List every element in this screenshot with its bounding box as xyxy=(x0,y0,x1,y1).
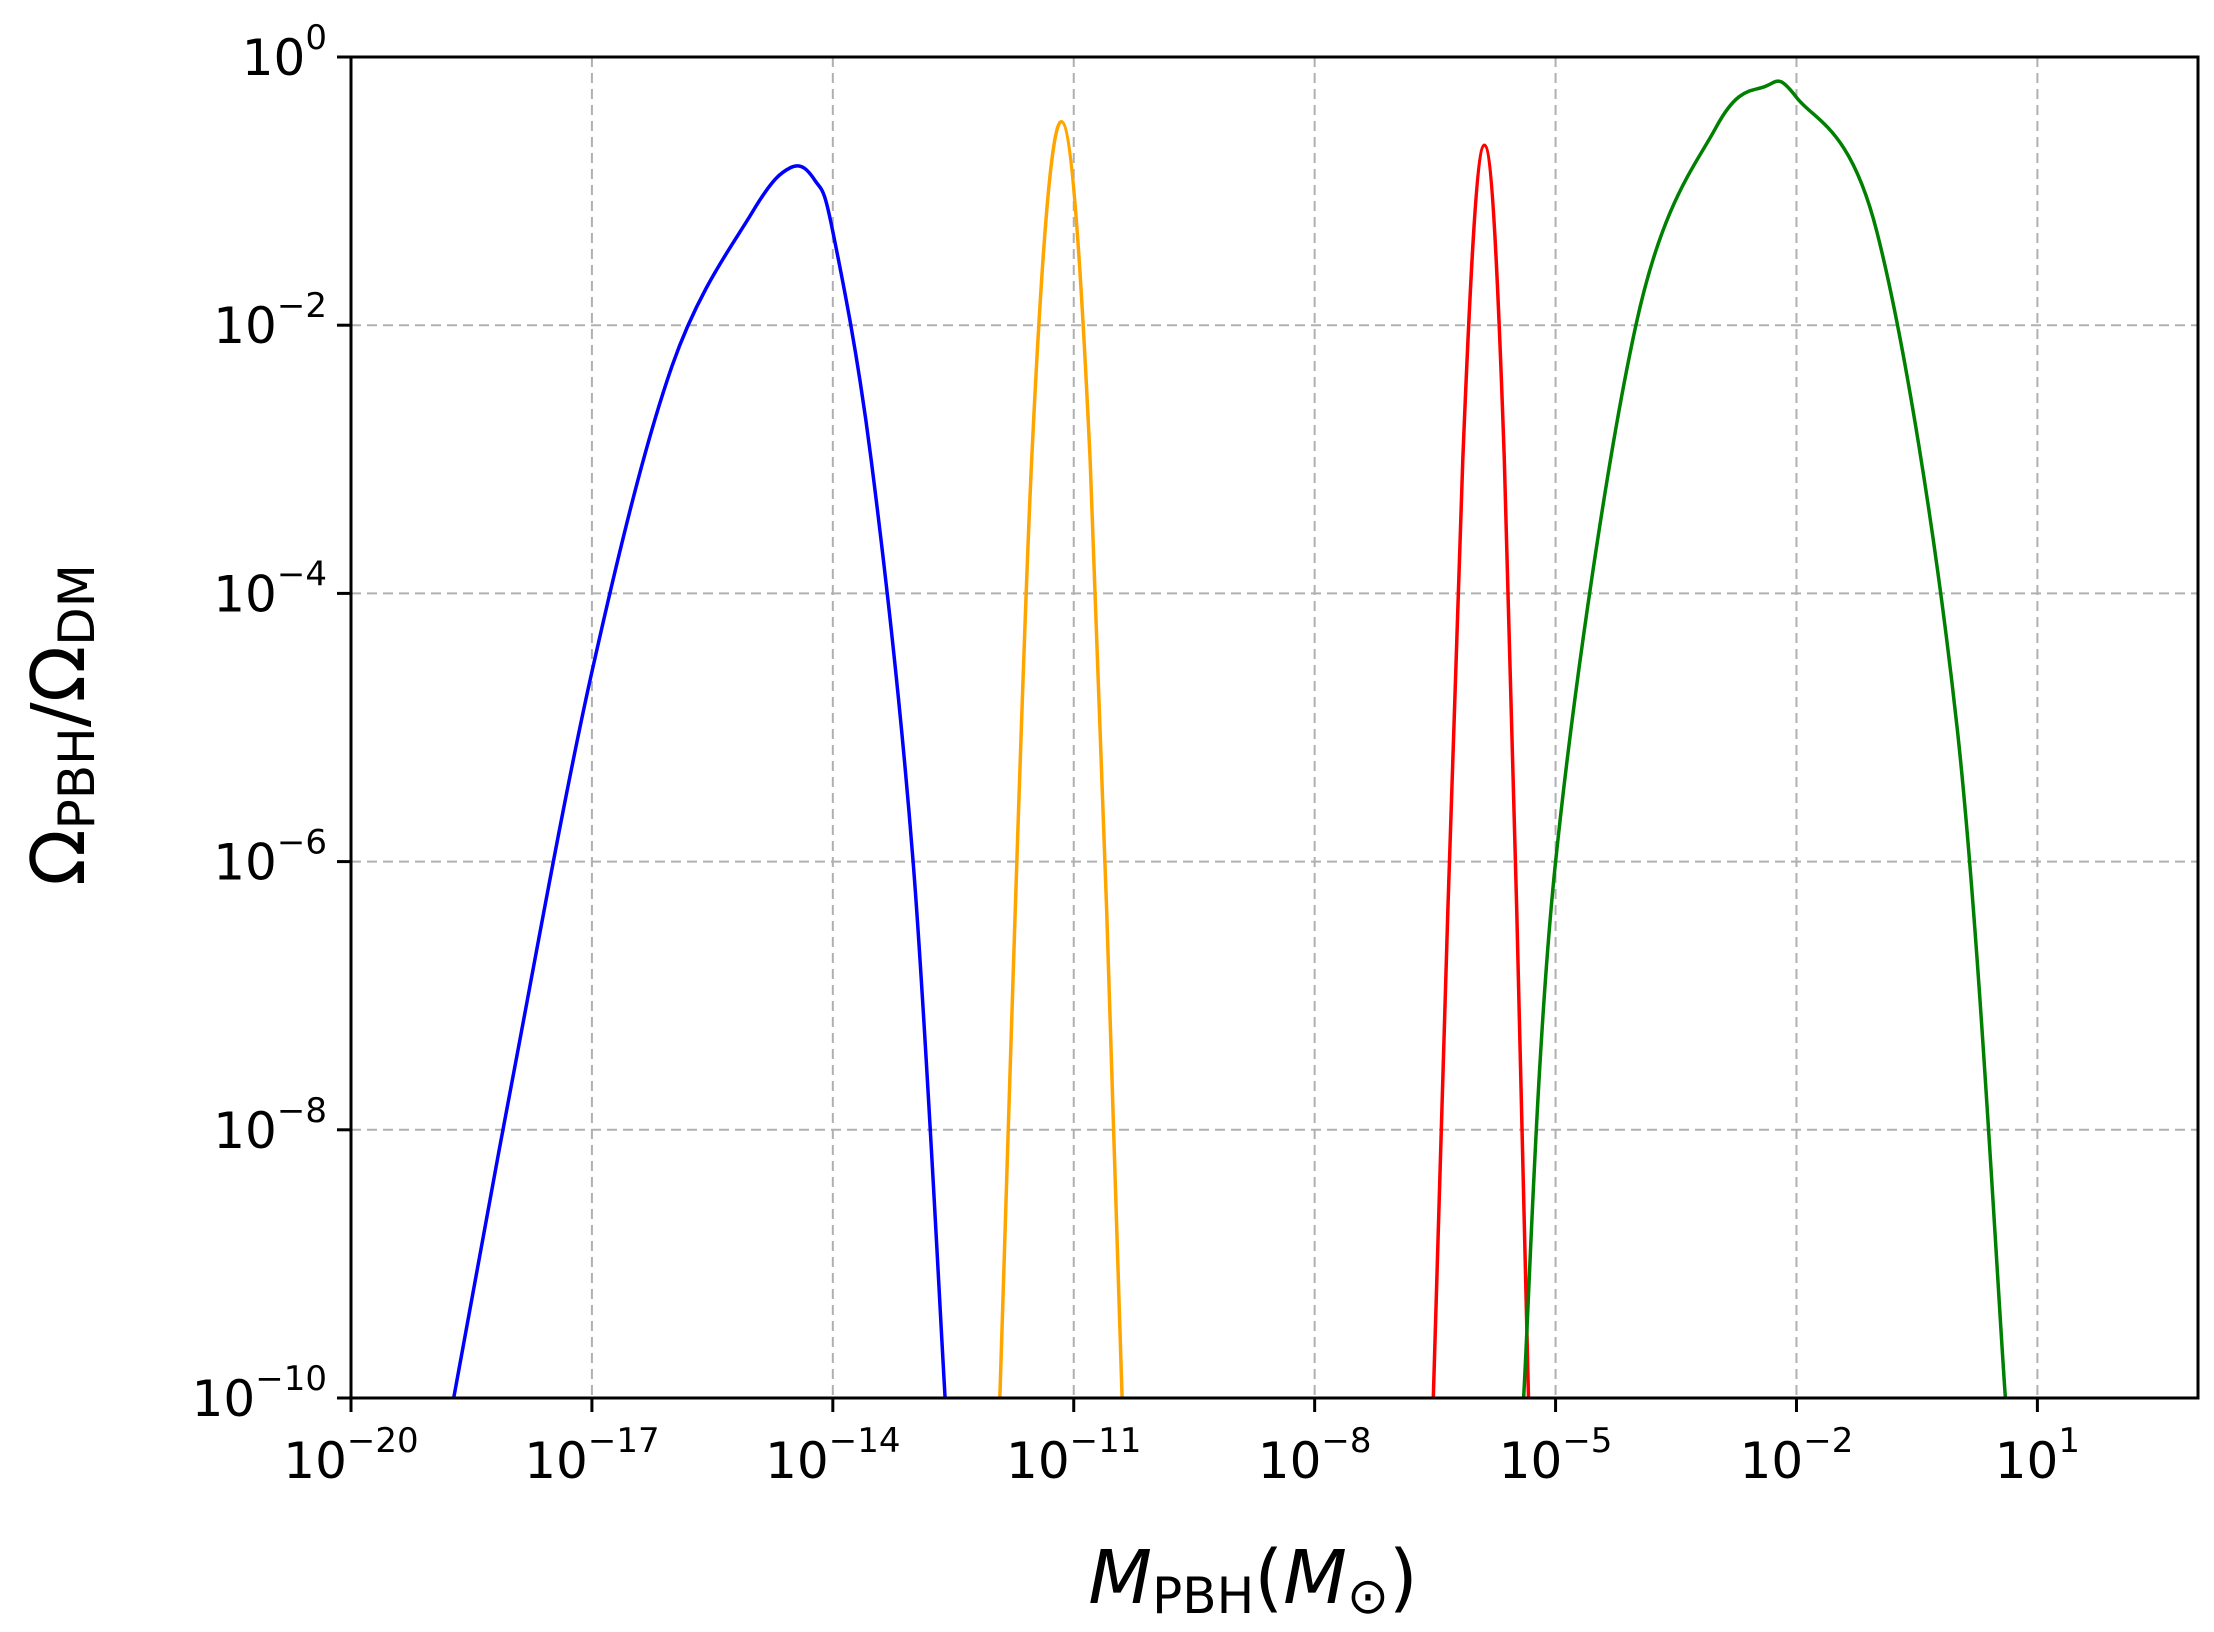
series-line-2 xyxy=(998,119,1124,1399)
y-label-sub1: PBH xyxy=(48,727,106,829)
y-axis-label: ΩPBH/ΩDM xyxy=(16,564,106,886)
y-tick-label: 100 xyxy=(242,18,327,87)
x-tick-label: 10−8 xyxy=(1258,1421,1372,1490)
y-tick-label: 10−6 xyxy=(213,823,327,892)
x-tick-label: 10−11 xyxy=(1006,1421,1141,1490)
x-tick-label: 10−5 xyxy=(1499,1421,1613,1490)
plot-frame xyxy=(349,55,2200,1400)
y-label-sub2: DM xyxy=(48,564,106,646)
series-lines xyxy=(451,79,2008,1399)
x-label-inner-sub: ⊙ xyxy=(1347,1567,1389,1625)
x-label-close: ) xyxy=(1389,1535,1418,1621)
x-tick-label: 10−17 xyxy=(524,1421,659,1490)
y-tick-label: 10−4 xyxy=(213,554,327,623)
series-line-1 xyxy=(451,164,947,1399)
x-tick-label: 10−14 xyxy=(765,1421,900,1490)
x-label-main: M xyxy=(1088,1535,1152,1621)
x-tick-label: 10−2 xyxy=(1740,1421,1854,1490)
y-label-slash: / xyxy=(16,702,102,727)
y-tick-label: 10−2 xyxy=(213,286,327,355)
x-tick-label: 101 xyxy=(1995,1421,2080,1490)
y-label-main1: Ω xyxy=(16,829,102,886)
y-axis-ticks: 100 10−2 10−4 10−6 10−8 10−10 xyxy=(192,18,351,1428)
grid-lines xyxy=(351,57,2198,1398)
x-axis-ticks: 10−20 10−17 10−14 10−11 10−8 10−5 10−2 101 xyxy=(283,1398,2080,1490)
x-label-open: ( xyxy=(1254,1535,1283,1621)
y-tick-label: 10−10 xyxy=(192,1359,327,1428)
x-tick-label: 10−20 xyxy=(283,1421,418,1490)
x-label-inner: M xyxy=(1283,1535,1347,1621)
series-line-4 xyxy=(1521,79,2008,1399)
y-label-main2: Ω xyxy=(16,646,102,703)
x-label-sub: PBH xyxy=(1152,1567,1254,1625)
x-axis-label: MPBH(M⊙) xyxy=(1088,1535,1417,1625)
y-tick-label: 10−8 xyxy=(213,1091,327,1160)
series-line-3 xyxy=(1431,143,1531,1399)
